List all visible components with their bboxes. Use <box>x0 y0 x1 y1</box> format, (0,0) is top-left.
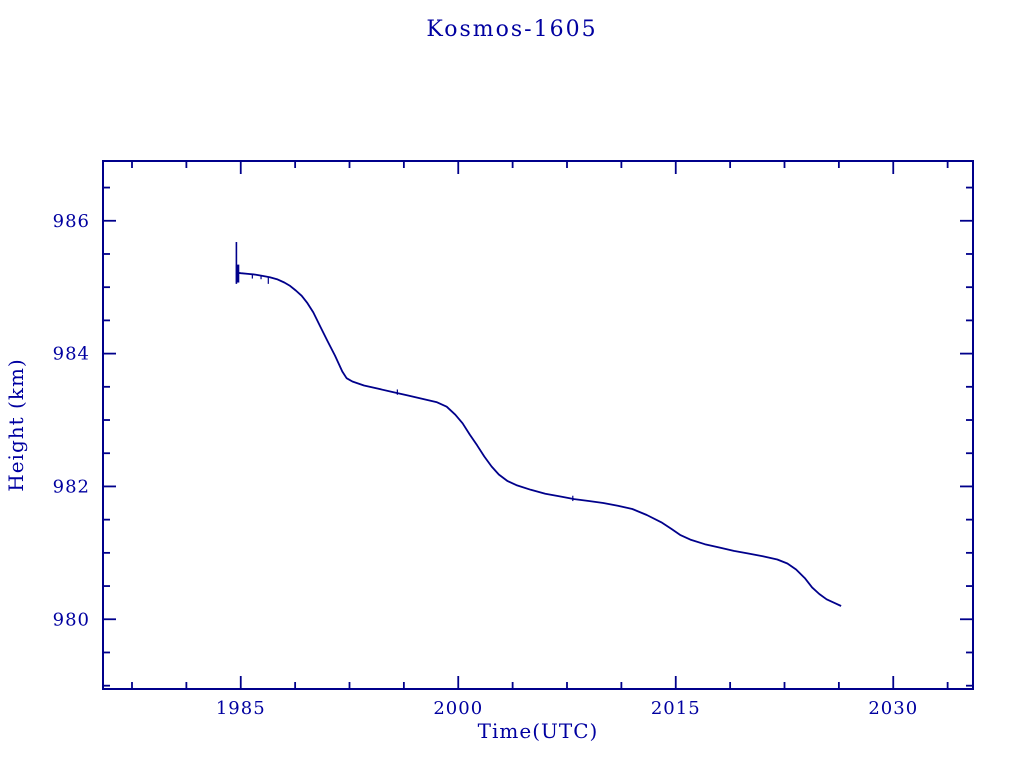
y-tick-label: 986 <box>53 211 90 232</box>
x-axis-label: Time(UTC) <box>477 719 599 743</box>
chart-title: Kosmos-1605 <box>426 17 598 42</box>
x-tick-label: 2000 <box>433 698 483 719</box>
x-tick-label: 2015 <box>651 698 701 719</box>
y-tick-label: 980 <box>53 609 90 630</box>
x-tick-label: 1985 <box>216 698 266 719</box>
y-tick-label: 982 <box>53 476 90 497</box>
plot-frame <box>102 160 974 690</box>
y-axis-label: Height (km) <box>4 358 28 492</box>
y-tick-label: 984 <box>53 344 90 365</box>
height-series-line <box>236 271 842 607</box>
x-tick-label: 2030 <box>868 698 918 719</box>
